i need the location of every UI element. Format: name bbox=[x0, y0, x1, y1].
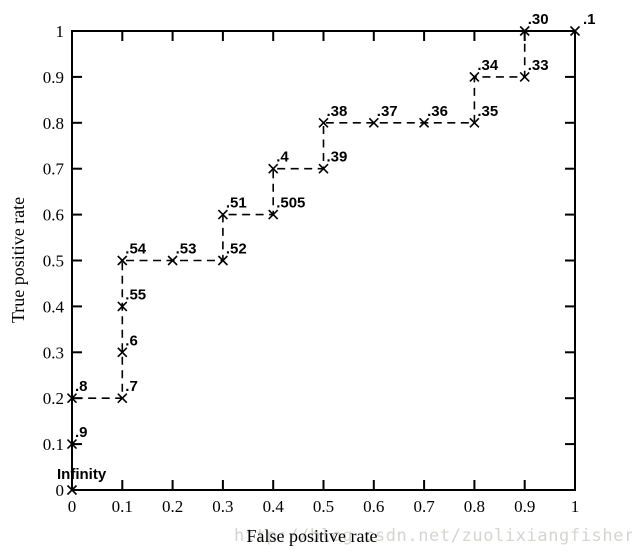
data-point-marker bbox=[368, 117, 379, 128]
data-point-marker bbox=[117, 255, 128, 266]
watermark: http://blog.csdn.net/zuolixiangfisher bbox=[234, 526, 632, 546]
data-point-label: .35 bbox=[477, 103, 498, 120]
data-point-label: .36 bbox=[427, 103, 448, 120]
data-point-label: .4 bbox=[276, 149, 289, 166]
data-point-label: .33 bbox=[528, 57, 549, 74]
y-tick-label: 0.1 bbox=[43, 435, 64, 454]
y-tick-label: 0.7 bbox=[43, 160, 65, 179]
y-tick-label: 0.6 bbox=[43, 206, 64, 225]
data-point-marker bbox=[519, 71, 530, 82]
y-tick-label: 0.8 bbox=[43, 114, 64, 133]
data-point-marker bbox=[268, 163, 279, 174]
data-point-label: .51 bbox=[226, 195, 247, 212]
x-tick-label: 0.1 bbox=[112, 497, 133, 516]
data-point-label: Infinity bbox=[57, 466, 107, 483]
data-point-label: .7 bbox=[125, 378, 138, 395]
x-axis-title: False positive rate bbox=[247, 526, 378, 546]
data-point-label: .8 bbox=[75, 378, 88, 395]
y-tick-label: 1 bbox=[56, 22, 65, 41]
data-point-label: .9 bbox=[75, 424, 88, 441]
y-tick-label: 0.4 bbox=[43, 297, 65, 316]
roc-curve-line bbox=[71, 30, 575, 490]
data-point-marker bbox=[167, 255, 178, 266]
data-point-marker bbox=[117, 347, 128, 358]
y-tick-label: 0.3 bbox=[43, 343, 64, 362]
x-tick-label: 0.3 bbox=[212, 497, 233, 516]
x-tick-label: 0.4 bbox=[263, 497, 285, 516]
data-point-label: .6 bbox=[125, 332, 138, 349]
y-tick-label: 0.5 bbox=[43, 252, 64, 271]
x-tick-label: 0.2 bbox=[162, 497, 183, 516]
y-tick-label: 0 bbox=[56, 481, 65, 500]
x-tick-label: 0.5 bbox=[313, 497, 334, 516]
data-point-label: .34 bbox=[477, 57, 499, 74]
data-point-marker bbox=[318, 117, 329, 128]
data-point-marker bbox=[66, 484, 78, 496]
x-tick-label: 0.7 bbox=[413, 497, 435, 516]
y-tick-label: 0.9 bbox=[43, 68, 64, 87]
data-point-label: .37 bbox=[377, 103, 398, 120]
data-point-label: .30 bbox=[528, 11, 549, 28]
data-point-label: .55 bbox=[125, 286, 146, 303]
data-point-label: .53 bbox=[176, 241, 197, 258]
x-tick-label: 0.8 bbox=[464, 497, 485, 516]
data-point-marker bbox=[66, 393, 78, 404]
y-tick-label: 0.2 bbox=[43, 389, 64, 408]
data-point-marker bbox=[519, 25, 530, 37]
x-tick-label: 0.6 bbox=[363, 497, 384, 516]
x-tick-label: 0.9 bbox=[514, 497, 535, 516]
data-point-label: .39 bbox=[327, 149, 348, 166]
data-point-marker bbox=[117, 393, 128, 404]
data-point-label: .52 bbox=[226, 241, 247, 258]
data-point-marker bbox=[469, 71, 480, 82]
y-axis-title: True positive rate bbox=[8, 197, 28, 323]
data-point-label: .1 bbox=[583, 11, 596, 28]
data-point-marker bbox=[569, 25, 581, 37]
data-point-label: .38 bbox=[327, 103, 348, 120]
data-point-marker bbox=[117, 301, 128, 312]
data-point-marker bbox=[66, 439, 78, 450]
data-point-marker bbox=[217, 209, 228, 220]
data-point-marker bbox=[217, 255, 228, 266]
data-point-label: .54 bbox=[125, 241, 147, 258]
plot-border bbox=[71, 30, 576, 491]
data-point-marker bbox=[419, 117, 430, 128]
plot-area: 00 0.1 0.1 0.2 0.2 0.3 0.3 0.4 0.4 0.5 0.5 0.6 0.6 0.… bbox=[43, 11, 596, 516]
x-tick-label: 0 bbox=[68, 497, 77, 516]
data-point-marker bbox=[318, 163, 329, 174]
data-point-marker bbox=[268, 209, 279, 220]
x-tick-label: 1 bbox=[571, 497, 580, 516]
data-point-label: .505 bbox=[276, 195, 305, 212]
data-point-marker bbox=[469, 117, 480, 128]
